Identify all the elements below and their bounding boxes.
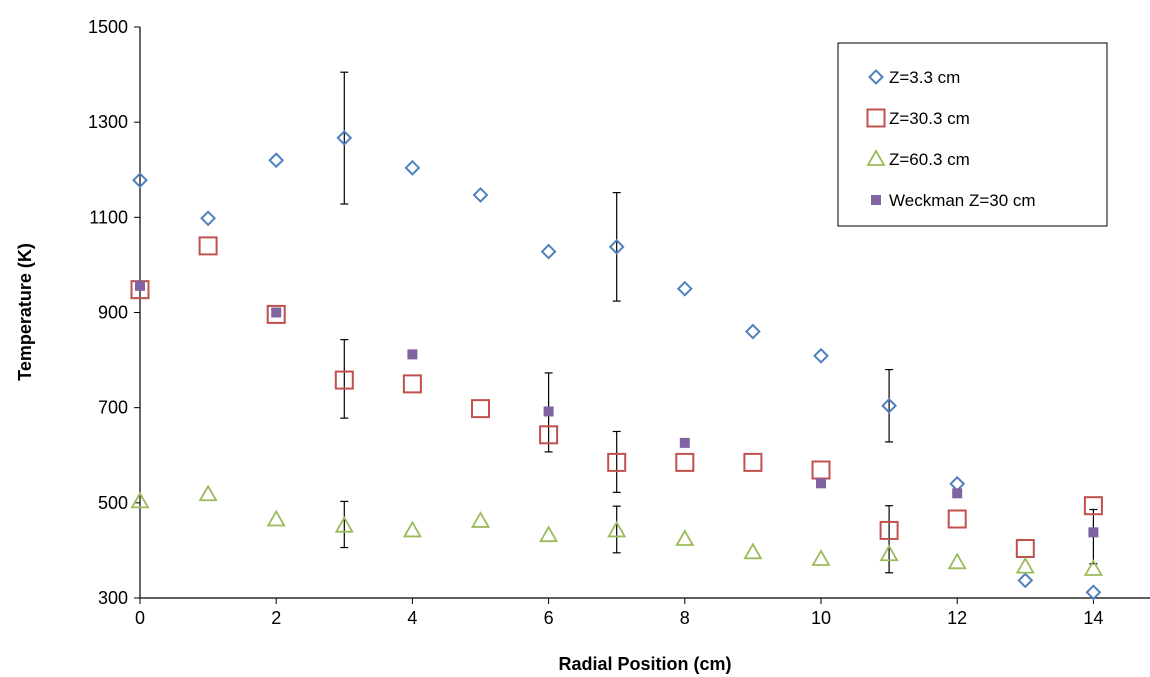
data-point-z-30-3-cm [471,399,490,419]
data-point-z-60-3-cm [743,542,763,560]
data-point-z-3-3-cm [608,238,625,255]
y-tick-label: 1500 [88,17,128,37]
axes: 300 500 700 900 1100 1300 1500 0 2 4 6 8 10 12 14 [88,17,1150,628]
legend-marker [868,69,884,85]
data-point-z-60-3-cm [879,544,899,562]
data-point-z-30-3-cm [539,425,559,445]
data-point-z-30-3-cm [743,452,763,472]
data-point-z-60-3-cm [1083,559,1103,576]
legend-label: Weckman Z=30 cm [889,191,1036,210]
data-point-z-3-3-cm [1017,572,1034,589]
data-point-weckman-z-30-cm [407,349,418,360]
error-bars [340,71,1098,574]
x-tick-label: 8 [680,608,690,628]
x-tick-label: 2 [271,608,281,628]
legend-box [837,42,1108,227]
x-tick-label: 12 [947,608,967,628]
legend-marker [871,195,881,205]
data-point-z-60-3-cm [130,491,150,509]
data-point-z-60-3-cm [402,520,422,538]
data-point-z-30-3-cm [198,236,218,256]
x-axis-title: Radial Position (cm) [558,654,731,674]
data-point-z-3-3-cm [1085,584,1102,601]
data-point-z-60-3-cm [266,509,286,527]
x-tick-label: 0 [135,608,145,628]
data-point-z-60-3-cm [607,520,627,538]
y-tick-label: 1300 [88,112,128,132]
y-tick-label: 500 [98,493,128,513]
data-point-weckman-z-30-cm [816,478,826,489]
data-point-z-3-3-cm [813,347,829,364]
data-point-z-3-3-cm [404,159,421,176]
data-point-z-60-3-cm [1015,556,1035,574]
data-point-weckman-z-30-cm [271,307,282,318]
x-tick-label: 6 [544,608,554,628]
y-tick-label: 1100 [89,207,128,227]
y-axis-title: Temperature (K) [15,243,35,381]
data-point-z-60-3-cm [470,511,491,528]
legend-marker [866,149,886,166]
data-point-z-30-3-cm [675,452,695,472]
data-point-z-60-3-cm [675,529,695,546]
data-point-weckman-z-30-cm [952,488,963,499]
data-point-z-60-3-cm [811,549,831,566]
y-tick-label: 700 [98,398,128,418]
data-point-z-3-3-cm [540,243,557,260]
data-point-z-3-3-cm [268,152,285,169]
legend-label: Z=60.3 cm [889,150,970,169]
legend-marker [866,108,886,128]
data-point-z-3-3-cm [132,172,148,189]
data-point-weckman-z-30-cm [679,437,690,448]
data-point-z-30-3-cm [1083,496,1103,516]
data-point-z-3-3-cm [881,397,898,414]
data-point-z-30-3-cm [402,374,422,394]
data-point-z-60-3-cm [334,515,354,533]
data-points [130,129,1103,601]
data-point-z-3-3-cm [676,280,693,297]
data-point-weckman-z-30-cm [543,406,554,417]
data-point-z-30-3-cm [879,520,899,540]
data-point-z-3-3-cm [744,323,761,340]
data-point-z-3-3-cm [472,187,489,203]
data-point-z-3-3-cm [336,129,353,146]
data-point-z-60-3-cm [198,484,218,502]
data-point-z-30-3-cm [947,509,967,529]
data-point-z-30-3-cm [266,304,286,324]
x-tick-label: 14 [1083,608,1103,628]
data-point-z-30-3-cm [607,452,627,472]
x-tick-label: 10 [811,608,831,628]
x-tick-label: 4 [407,608,417,628]
data-point-z-3-3-cm [200,210,217,227]
legend-label: Z=3.3 cm [889,68,960,87]
data-point-weckman-z-30-cm [1088,527,1099,538]
data-point-weckman-z-30-cm [135,280,145,291]
data-point-z-60-3-cm [539,525,559,543]
y-tick-label: 300 [98,588,128,608]
legend-label: Z=30.3 cm [889,109,970,128]
y-tick-label: 900 [98,303,128,323]
legend: Z=3.3 cm Z=30.3 cm Z=60.3 cm Weckman Z=30 c… [837,42,1108,227]
data-point-z-30-3-cm [334,370,354,390]
data-point-z-60-3-cm [947,552,967,570]
